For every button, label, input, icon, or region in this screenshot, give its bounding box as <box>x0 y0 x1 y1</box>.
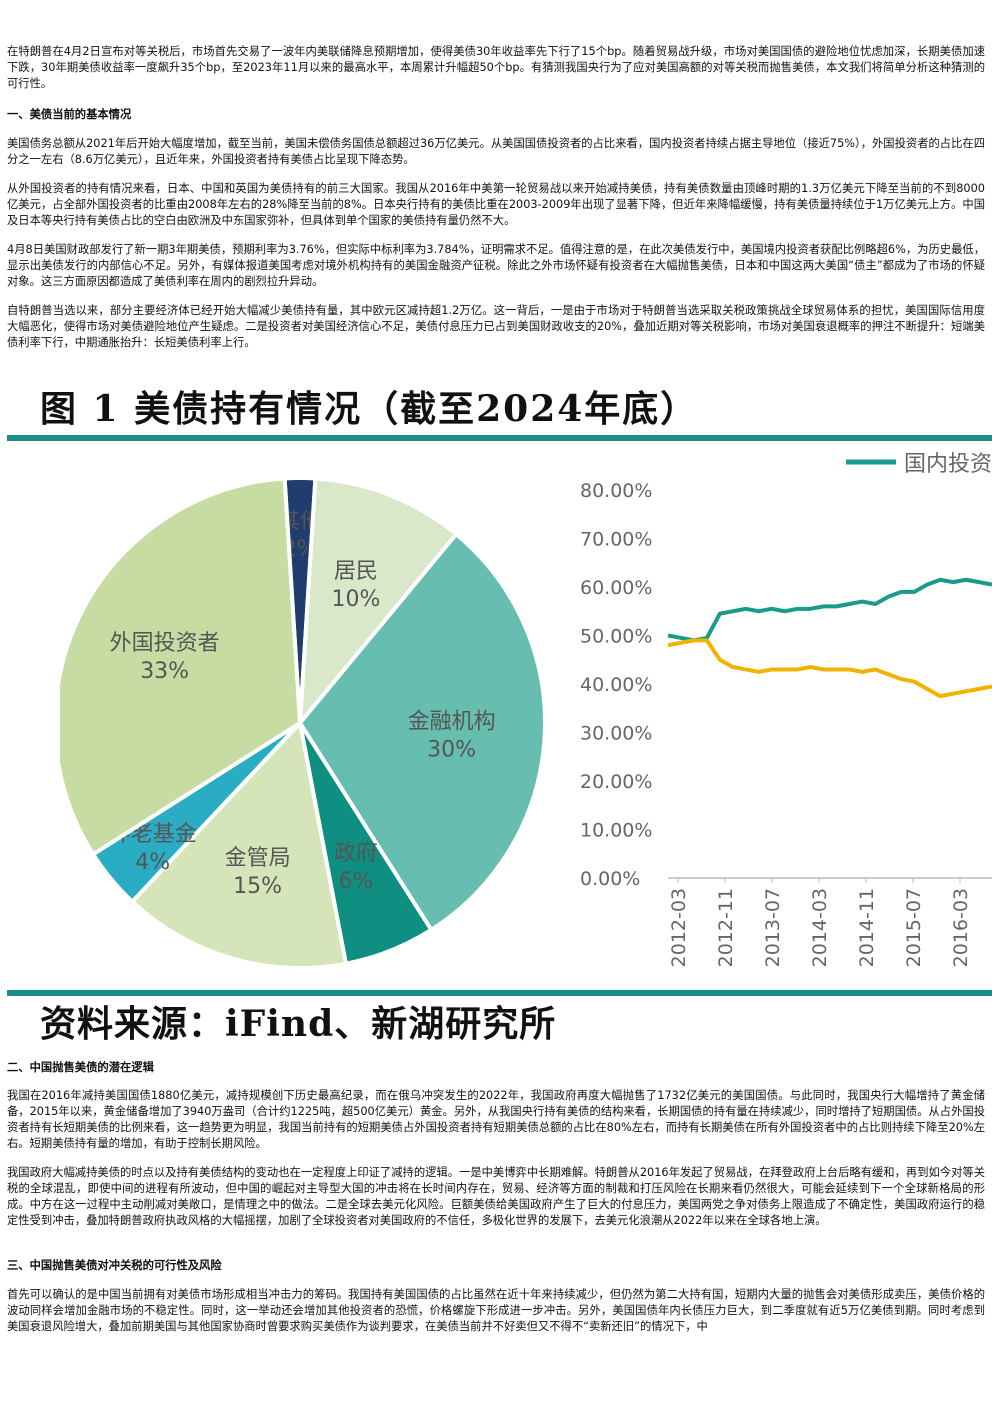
x-tick-label: 2012-03 <box>668 888 690 967</box>
paragraph-feasibility: 首先可以确认的是中国当前拥有对美债市场形成相当冲击力的筹码。我国持有美国国债的占… <box>7 1287 985 1335</box>
x-tick-label: 2013-07 <box>762 888 784 967</box>
paragraph-debt-overview: 美国债务总额从2021年后开始大幅度增加，截至当前，美国未偿债务国债总额超过36… <box>7 136 985 168</box>
pie-label: 金融机构 <box>408 710 496 735</box>
x-tick-label: 2015-07 <box>903 888 925 967</box>
section-heading-3: 三、中国抛售美债对冲关税的可行性及风险 <box>7 1258 222 1274</box>
pie-value-label: 6% <box>338 869 373 894</box>
x-tick-label: 2016-03 <box>950 888 972 967</box>
x-tick-label: 2014-11 <box>856 888 878 967</box>
y-tick-label: 60.00% <box>580 577 652 599</box>
y-tick-label: 0.00% <box>580 868 640 890</box>
legend-label: 国内投资 <box>904 452 992 477</box>
pie-value-label: 15% <box>233 874 282 899</box>
series-line <box>668 580 992 641</box>
pie-label: 政府 <box>334 841 378 866</box>
pie-value-label: 10% <box>331 587 380 612</box>
pie-value-label: 4% <box>135 850 170 875</box>
y-tick-label: 40.00% <box>580 674 652 696</box>
paragraph-foreign-holders: 从外国投资者的持有情况来看，日本、中国和英国为美债持有的前三大国家。我国从201… <box>7 181 985 229</box>
x-tick-label: 2012-11 <box>715 888 737 967</box>
figure-title: 图 1 美债持有情况（截至2024年底） <box>40 380 698 432</box>
pie-label: 金管局 <box>225 846 291 871</box>
paragraph-auction: 4月8日美国财政部发行了新一期3年期美债，预期利率为3.76%，但实际中标利率为… <box>7 242 985 290</box>
paragraph-reduction-history: 我国在2016年减持美国国债1880亿美元，减持规模创下历史最高纪录，而在俄乌冲… <box>7 1088 985 1152</box>
x-tick-label: 2014-03 <box>809 888 831 967</box>
paragraph-reduction-logic: 我国政府大幅减持美债的时点以及持有美债结构的变动也在一定程度上印证了减持的逻辑。… <box>7 1165 985 1229</box>
section-heading-1: 一、美债当前的基本情况 <box>7 107 131 123</box>
paragraph-intro: 在特朗普在4月2日宣布对等关税后，市场首先交易了一波年内美联储降息预期增加，使得… <box>7 44 985 92</box>
y-tick-label: 80.00% <box>580 480 652 502</box>
pie-label: 居民 <box>334 559 378 584</box>
y-tick-label: 10.00% <box>580 820 652 842</box>
line-chart: 0.00% 10.00% 20.00% 30.00% 40.00% 50.00% 60.00… <box>578 440 992 990</box>
pie-label: 外国投资者 <box>110 631 220 656</box>
section-heading-2: 二、中国抛售美债的潜在逻辑 <box>7 1060 154 1076</box>
y-tick-label: 30.00% <box>580 723 652 745</box>
y-tick-label: 20.00% <box>580 771 652 793</box>
paragraph-reduction: 自特朗普当选以来，部分主要经济体已经开始大幅减少美债持有量，其中欧元区减持超1.… <box>7 303 985 351</box>
pie-value-label: 30% <box>427 738 476 763</box>
pie-value-label: 33% <box>140 659 189 684</box>
figure-source: 资料来源：iFind、新湖研究所 <box>40 995 556 1047</box>
series-line <box>668 640 992 696</box>
y-tick-label: 70.00% <box>580 529 652 551</box>
y-tick-label: 50.00% <box>580 626 652 648</box>
